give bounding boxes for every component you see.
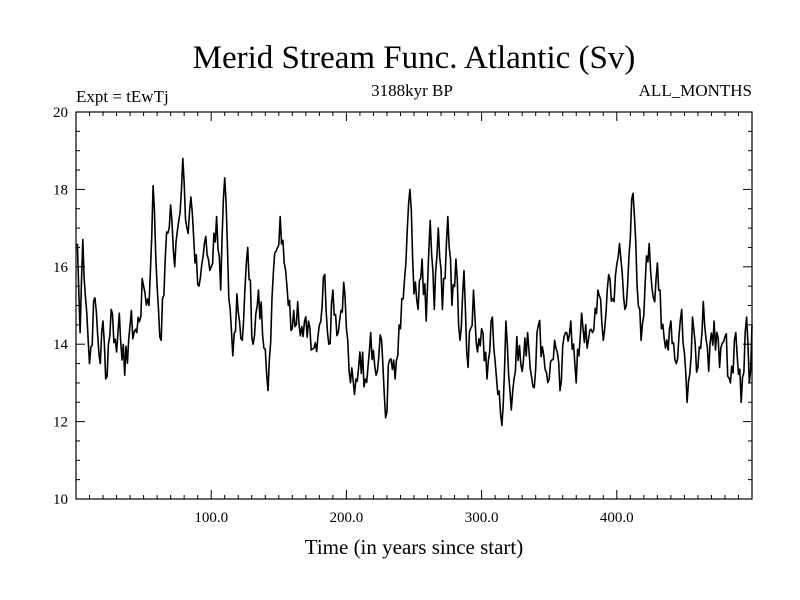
y-tick-label: 16 bbox=[53, 260, 69, 276]
y-tick-label: 14 bbox=[53, 337, 69, 353]
x-tick-label: 200.0 bbox=[330, 510, 364, 526]
y-tick-label: 18 bbox=[53, 182, 68, 198]
series-line bbox=[76, 157, 753, 427]
chart-title: Merid Stream Func. Atlantic (Sv) bbox=[193, 40, 636, 76]
months-label: ALL_MONTHS bbox=[639, 81, 752, 100]
tick-labels: 100.0 200.0 300.0 400.0 10 12 14 16 18 20 bbox=[53, 105, 634, 526]
plot-frame bbox=[75, 111, 753, 500]
y-tick-label: 10 bbox=[53, 492, 68, 508]
x-tick-label: 300.0 bbox=[465, 510, 499, 526]
x-tick-label: 100.0 bbox=[194, 510, 228, 526]
experiment-label: Expt = tEwTj bbox=[76, 87, 169, 106]
y-tick-label: 12 bbox=[53, 415, 68, 431]
y-tick-label: 20 bbox=[53, 105, 68, 121]
tick-marks bbox=[76, 112, 752, 499]
x-tick-label: 400.0 bbox=[600, 510, 634, 526]
series-group bbox=[76, 157, 753, 427]
period-label: 3188kyr BP bbox=[371, 81, 453, 100]
x-axis-label: Time (in years since start) bbox=[305, 535, 524, 559]
